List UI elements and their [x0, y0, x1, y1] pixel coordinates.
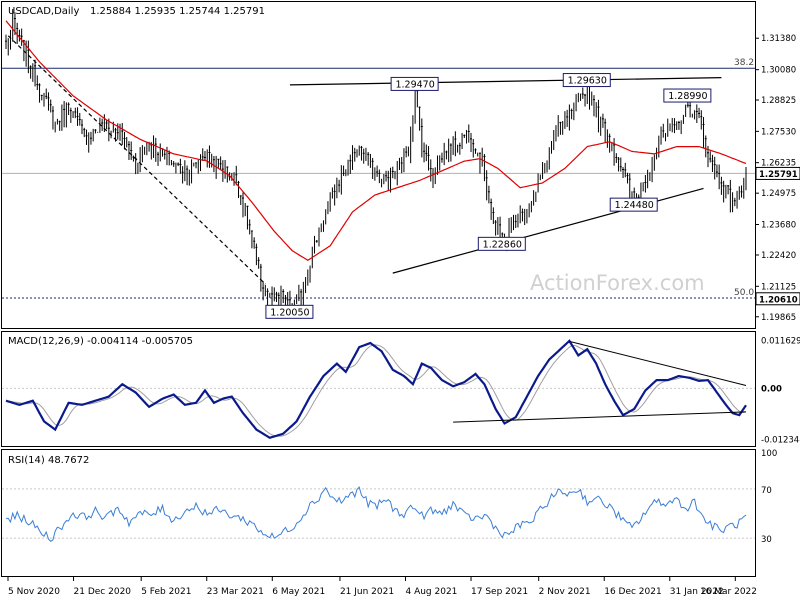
- rsi-panel-frame: [1, 449, 756, 577]
- price-marker-label: 1.25791: [759, 170, 798, 180]
- macd-signal-line: [5, 344, 747, 437]
- x-axis-tick-label: 21 Dec 2020: [74, 587, 132, 597]
- price-axis-tick-label: 1.19865: [761, 313, 796, 323]
- annotation-label: 1.29470: [395, 79, 434, 90]
- price-axis-tick-label: 1.26235: [761, 159, 796, 169]
- downtrend-dashed-line: [7, 35, 266, 285]
- x-axis-tick-label: 5 Nov 2020: [8, 587, 60, 597]
- price-marker-box: [755, 292, 800, 306]
- axes: 1.31380 1.30080 1.28825 1.27530 1.26235 1.249…: [7, 34, 800, 597]
- x-axis-tick-label: 23 Mar 2021: [207, 587, 264, 597]
- x-axis-tick-label: 17 Sep 2021: [471, 587, 528, 597]
- fib-level-label: 50.0: [734, 288, 754, 298]
- x-axis-tick-label: 4 Aug 2021: [405, 587, 457, 597]
- macd-plot: [2, 339, 755, 440]
- watermark: ActionForex.com: [530, 271, 705, 295]
- x-axis-tick-label: 5 Feb 2021: [141, 587, 191, 597]
- moving-average-line: [5, 20, 747, 262]
- rsi-axis-tick-label: 70: [761, 486, 772, 496]
- rsi-panel-header: RSI(14) 48.7672: [8, 455, 89, 466]
- rsi-axis-tick-label: 100: [761, 449, 777, 459]
- annotation-box: [390, 76, 439, 91]
- macd-trendline: [569, 340, 747, 386]
- x-axis-tick-label: 16 Dec 2021: [604, 587, 662, 597]
- annotation-box: [562, 73, 611, 88]
- annotation-box: [477, 236, 526, 251]
- annotation-label: 1.20050: [270, 307, 309, 318]
- x-axis-tick-label: 2 Nov 2021: [539, 587, 591, 597]
- price-axis-tick-label: 1.22420: [761, 251, 796, 261]
- annotation-label: 1.29630: [568, 76, 607, 87]
- macd-line: [5, 339, 747, 440]
- trendline: [289, 77, 722, 86]
- price-axis-tick-label: 1.30080: [761, 66, 796, 76]
- macd-panel-header: MACD(12,26,9) -0.004114 -0.005705: [8, 336, 193, 347]
- rsi-axis-tick-label: 30: [761, 535, 772, 545]
- fib-level-label: 38.2: [734, 58, 754, 68]
- price-axis-tick-label: 1.21125: [761, 282, 796, 292]
- rsi-line: [6, 486, 747, 542]
- macd-trendline: [453, 411, 747, 423]
- price-axis-tick-label: 1.23680: [761, 221, 796, 231]
- price-marker-label: 1.20610: [759, 295, 798, 305]
- rsi-plot: [2, 486, 755, 542]
- annotation-box: [663, 88, 712, 103]
- price-axis-tick-label: 1.24975: [761, 189, 796, 199]
- price-panel-header-symbol: USDCAD,Daily: [8, 6, 79, 17]
- annotation-label: 1.28990: [668, 91, 707, 102]
- annotation-label: 1.22860: [483, 239, 522, 250]
- price-panel-frame: [1, 1, 756, 329]
- x-axis-tick-label: 6 May 2021: [272, 587, 325, 597]
- price-axis-tick-label: 1.31380: [761, 34, 796, 44]
- annotation-label: 1.24480: [615, 200, 654, 211]
- annotation-box: [609, 197, 658, 212]
- price-panel-header-ohlc: 1.25884 1.25935 1.25744 1.25791: [90, 6, 265, 17]
- price-axis-tick-label: 1.27530: [761, 127, 796, 137]
- x-axis-tick-label: 16 Mar 2022: [700, 587, 757, 597]
- annotation-box: [265, 304, 314, 319]
- macd-axis-tick-label: 0.00: [761, 384, 782, 394]
- x-axis-tick-label: 21 Jun 2021: [340, 587, 394, 597]
- x-axis-tick-label: 31 Jan 2022: [670, 587, 724, 597]
- price-axis-tick-label: 1.28825: [761, 96, 796, 106]
- macd-axis-tick-label: -0.012348: [761, 435, 800, 445]
- macd-panel-frame: [1, 331, 756, 447]
- price-plot: 38.2 50.0 1.20050 1.29470 1.22860 1.29630 1.24…: [2, 9, 755, 319]
- price-marker-box: [755, 166, 800, 180]
- macd-axis-tick-label: 0.011629: [761, 336, 800, 346]
